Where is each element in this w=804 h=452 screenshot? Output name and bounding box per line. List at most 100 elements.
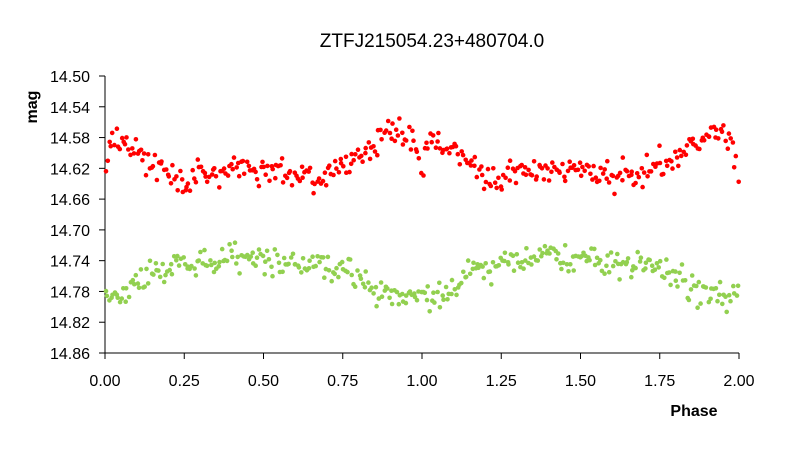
- red-series-point: [103, 169, 109, 174]
- green-series-point: [461, 269, 466, 275]
- red-series-point: [221, 166, 227, 171]
- red-series-point: [716, 136, 721, 141]
- red-series-point: [363, 145, 369, 151]
- green-series-point: [275, 252, 280, 258]
- green-series-point: [355, 268, 360, 273]
- red-series-point: [278, 163, 283, 168]
- green-series-point: [602, 271, 607, 277]
- green-series-point: [424, 297, 430, 303]
- red-series-point: [355, 147, 361, 152]
- green-series-point: [253, 263, 258, 269]
- green-series-point: [209, 262, 214, 268]
- y-tick-label: 14.50: [50, 69, 90, 86]
- green-series-point: [723, 294, 728, 300]
- red-series-point: [312, 181, 317, 187]
- red-series-point: [629, 169, 634, 174]
- red-series-point: [166, 174, 172, 179]
- green-series-point: [160, 261, 165, 267]
- red-series-point: [241, 171, 247, 177]
- green-series-point: [219, 246, 225, 252]
- red-series-point: [606, 180, 612, 185]
- green-series-point: [317, 259, 322, 265]
- red-series-point: [170, 162, 175, 168]
- green-series-point: [235, 254, 240, 260]
- red-series-point: [164, 167, 169, 172]
- red-series-point: [359, 153, 364, 159]
- green-series-point: [345, 269, 350, 275]
- green-series-point: [168, 261, 174, 267]
- green-series-point: [568, 262, 573, 267]
- red-series-point: [322, 170, 328, 175]
- red-series-point: [128, 152, 133, 158]
- red-series-point: [673, 149, 678, 155]
- red-series-point: [311, 190, 316, 196]
- green-series-point: [208, 258, 213, 263]
- red-series-point: [644, 152, 650, 158]
- red-series-point: [143, 172, 149, 178]
- green-series-point: [256, 247, 262, 252]
- green-series-point: [610, 263, 616, 269]
- green-series-point: [637, 259, 643, 264]
- green-series-point: [635, 249, 640, 255]
- red-series-point: [119, 135, 125, 141]
- red-series-point: [713, 127, 719, 132]
- green-series-point: [332, 271, 338, 277]
- green-series-point: [506, 262, 511, 267]
- green-series-point: [604, 263, 609, 269]
- red-series-point: [363, 150, 368, 156]
- red-series-point: [726, 131, 732, 136]
- green-series-point: [555, 251, 561, 256]
- red-series-point: [383, 128, 389, 133]
- green-series-point: [724, 309, 729, 315]
- green-series-point: [529, 262, 534, 267]
- green-series-point: [657, 258, 663, 264]
- red-series-point: [669, 159, 674, 164]
- green-series-point: [682, 278, 688, 283]
- x-tick-label: 1.75: [644, 373, 675, 390]
- red-series-point: [513, 180, 519, 186]
- y-tick-label: 14.78: [50, 284, 90, 301]
- green-series-point: [132, 281, 137, 287]
- green-series-point: [559, 266, 564, 272]
- x-tick-label: 1.25: [486, 373, 517, 390]
- green-series-point: [496, 263, 502, 268]
- red-series-point: [677, 147, 683, 153]
- green-series-point: [592, 262, 598, 268]
- green-series-point: [537, 247, 542, 252]
- green-series-point: [144, 266, 149, 272]
- red-series-point: [192, 176, 197, 181]
- red-series-point: [593, 175, 599, 180]
- green-series-point: [230, 254, 235, 260]
- red-series-point: [323, 183, 329, 188]
- green-series-point: [524, 246, 529, 251]
- red-series-point: [372, 149, 378, 154]
- green-series-point: [347, 257, 353, 262]
- red-series-point: [546, 178, 552, 183]
- chart-title: ZTFJ215054.23+480704.0: [320, 31, 544, 52]
- red-series-point: [360, 159, 365, 164]
- red-series-point: [175, 188, 180, 193]
- red-series-point: [424, 140, 429, 146]
- y-tick-label: 14.58: [50, 131, 90, 148]
- green-series-point: [403, 293, 409, 298]
- green-series-point: [454, 292, 459, 298]
- red-series-point: [179, 177, 185, 182]
- green-series-point: [734, 293, 740, 298]
- red-series-point: [605, 158, 610, 164]
- red-series-point: [203, 174, 208, 179]
- red-series-point: [534, 174, 539, 179]
- green-series-point: [366, 280, 371, 285]
- red-series-point: [133, 137, 139, 142]
- green-series-point: [263, 259, 268, 265]
- green-series-point: [598, 257, 603, 263]
- red-series-point: [634, 171, 640, 176]
- red-series-point: [460, 152, 466, 158]
- red-series-point: [648, 169, 654, 174]
- red-series-point: [379, 137, 384, 142]
- green-series-point: [385, 286, 390, 291]
- red-series-point: [395, 133, 401, 138]
- green-series-point: [130, 277, 136, 283]
- green-series-point: [452, 287, 458, 292]
- green-series-point: [115, 295, 120, 301]
- red-series-point: [145, 152, 151, 157]
